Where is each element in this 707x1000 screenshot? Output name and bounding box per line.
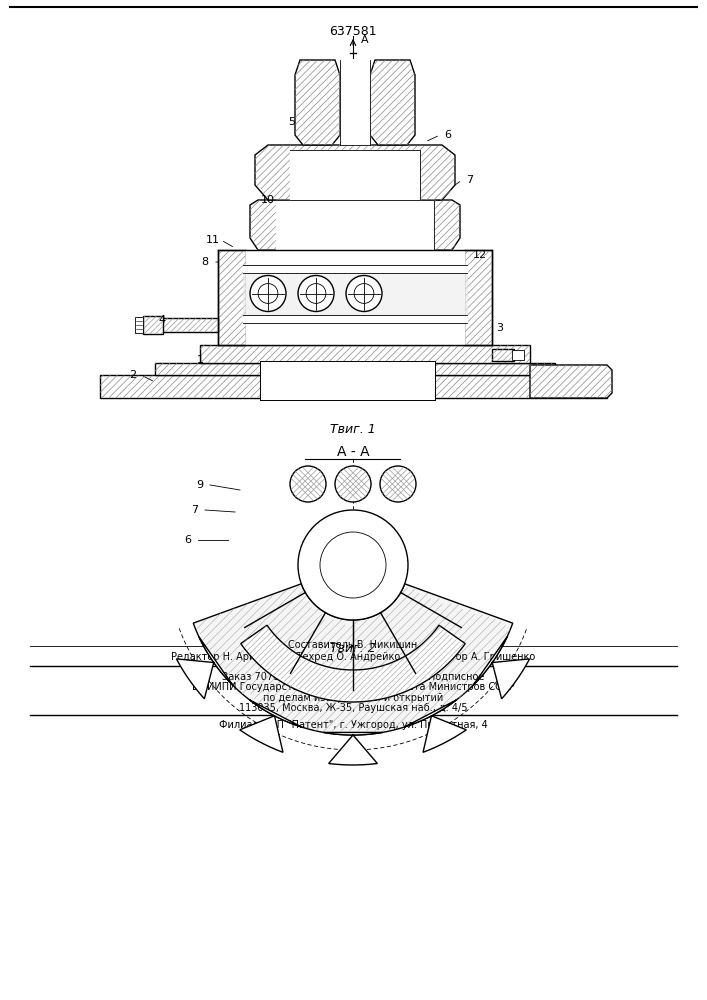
Circle shape	[320, 532, 386, 598]
Bar	[512, 350, 524, 360]
Text: 6: 6	[445, 130, 452, 140]
Polygon shape	[295, 60, 340, 145]
Polygon shape	[243, 314, 467, 322]
Text: A: A	[361, 35, 368, 45]
Text: Τвиг. 1: Τвиг. 1	[330, 423, 376, 436]
Circle shape	[346, 275, 382, 312]
Polygon shape	[100, 375, 607, 398]
Bar	[135, 317, 143, 333]
Text: ЦНИИПИ Государственного комитета Совета Министров СССР: ЦНИИПИ Государственного комитета Совета …	[192, 682, 514, 692]
Text: 1: 1	[197, 355, 204, 365]
Polygon shape	[250, 200, 460, 250]
Text: 7: 7	[192, 505, 199, 515]
Bar	[260, 361, 435, 400]
Polygon shape	[155, 363, 555, 375]
Circle shape	[258, 284, 278, 303]
Polygon shape	[276, 200, 434, 250]
Circle shape	[306, 284, 326, 303]
Circle shape	[298, 510, 408, 620]
Circle shape	[298, 275, 334, 312]
Text: 6: 6	[185, 535, 192, 545]
Text: 8: 8	[201, 257, 209, 267]
Text: Заказ 7078/27       Тираж 1156                Подписное: Заказ 7078/27 Тираж 1156 Подписное	[222, 672, 484, 682]
Polygon shape	[530, 365, 612, 398]
Polygon shape	[464, 250, 492, 345]
Polygon shape	[177, 637, 233, 699]
Circle shape	[354, 284, 374, 303]
Polygon shape	[492, 349, 514, 361]
Circle shape	[380, 466, 416, 502]
Text: 7: 7	[467, 175, 474, 185]
Text: по делам изобретений и открытий: по делам изобретений и открытий	[263, 693, 443, 703]
Text: 5: 5	[288, 117, 296, 127]
Polygon shape	[240, 700, 302, 752]
Text: 637581: 637581	[329, 25, 377, 38]
Polygon shape	[404, 700, 467, 752]
Text: 4: 4	[158, 315, 165, 325]
Polygon shape	[218, 250, 246, 345]
Polygon shape	[243, 264, 467, 314]
Text: 11: 11	[206, 235, 220, 245]
Text: 2: 2	[129, 370, 136, 380]
Polygon shape	[290, 150, 420, 200]
Polygon shape	[246, 250, 464, 345]
Text: Τвиг. 2: Τвиг. 2	[330, 642, 376, 655]
Text: Редактор Н. Аристова    Техред О. Андрейко    Корректор А. Гришенко: Редактор Н. Аристова Техред О. Андрейко …	[171, 652, 535, 662]
Text: 3: 3	[496, 323, 503, 333]
Polygon shape	[241, 625, 465, 702]
Polygon shape	[324, 732, 382, 765]
Circle shape	[250, 275, 286, 312]
Polygon shape	[193, 584, 513, 735]
Text: Филиал ППП "Патент", г. Ужгород, ул. Проектная, 4: Филиал ППП "Патент", г. Ужгород, ул. Про…	[218, 720, 487, 730]
Text: 9: 9	[197, 480, 204, 490]
Polygon shape	[473, 637, 530, 699]
Polygon shape	[200, 345, 530, 363]
Text: 12: 12	[473, 250, 487, 260]
Polygon shape	[243, 264, 467, 272]
Text: А - А: А - А	[337, 445, 369, 459]
Circle shape	[335, 466, 371, 502]
Text: Составитель В. Никишин: Составитель В. Никишин	[288, 640, 418, 650]
Circle shape	[290, 466, 326, 502]
Polygon shape	[340, 60, 370, 145]
Polygon shape	[370, 60, 415, 145]
Polygon shape	[255, 145, 455, 200]
Text: 113035, Москва, Ж-35, Раушская наб., д. 4/5: 113035, Москва, Ж-35, Раушская наб., д. …	[239, 703, 467, 713]
Polygon shape	[160, 318, 218, 332]
Text: 10: 10	[261, 195, 275, 205]
Polygon shape	[143, 316, 163, 334]
